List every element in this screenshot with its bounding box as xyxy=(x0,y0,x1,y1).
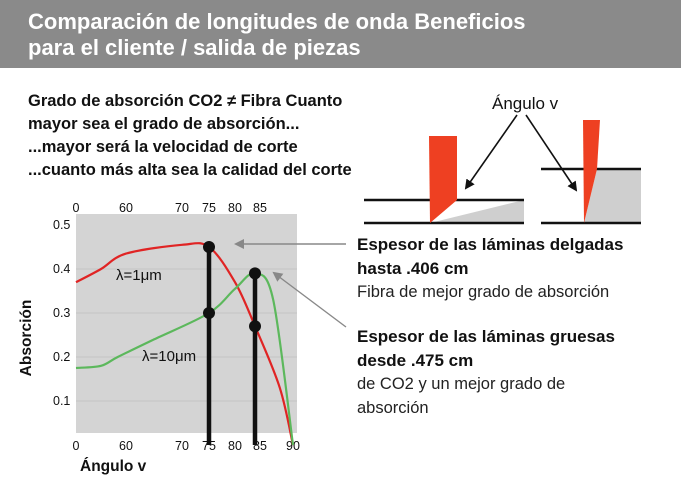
marker-dot xyxy=(249,320,261,333)
y-tick-label: 0.4 xyxy=(53,262,70,276)
thin-sheet-illustration xyxy=(364,136,524,225)
marker-dot xyxy=(203,307,215,319)
top-x-tick-label: 85 xyxy=(253,201,267,215)
bottom-axis-ticks: 0 60 70 75 80 85 90 xyxy=(73,439,300,453)
top-x-tick-label: 75 xyxy=(202,201,216,215)
thin-title-line2: hasta .406 cm xyxy=(357,259,469,278)
y-tick-label: 0.5 xyxy=(53,218,70,232)
thick-sheet-illustration xyxy=(541,120,641,225)
top-x-tick-label: 60 xyxy=(119,201,133,215)
top-x-tick-label: 80 xyxy=(228,201,242,215)
series-label-10um: λ=10μm xyxy=(142,348,196,365)
angle-arrow-thin xyxy=(464,114,518,190)
x-tick-label: 80 xyxy=(228,439,242,453)
laser-beam-thick xyxy=(583,120,600,223)
intro-line3: ...mayor será la velocidad de corte xyxy=(28,138,298,156)
thick-title-line2: desde .475 cm xyxy=(357,351,474,370)
laser-beam-thin xyxy=(429,136,457,223)
top-x-tick-label: 70 xyxy=(175,201,189,215)
series-line-10um xyxy=(75,272,295,446)
pointer-thick xyxy=(272,271,347,328)
thick-description-line2: absorción xyxy=(357,399,429,417)
thick-title-line1: Espesor de las láminas gruesas xyxy=(357,327,615,346)
y-tick-label: 0.1 xyxy=(53,394,70,408)
marker-dot xyxy=(249,267,261,280)
page-title-line1: Comparación de longitudes de onda Benefi… xyxy=(28,9,526,34)
y-tick-label: 0.3 xyxy=(53,306,70,320)
top-axis-ticks: 0 60 70 75 80 85 xyxy=(73,201,267,215)
angle-label: Ángulo v xyxy=(492,94,559,113)
intro-line4: ...cuanto más alta sea la calidad del co… xyxy=(28,161,352,179)
x-tick-label: 60 xyxy=(119,439,133,453)
header-bar: Comparación de longitudes de onda Benefi… xyxy=(0,0,681,68)
marker-layer xyxy=(203,241,261,445)
series-label-1um: λ=1μm xyxy=(116,267,162,284)
top-x-tick-label: 0 xyxy=(73,201,80,215)
y-tick-label: 0.2 xyxy=(53,350,70,364)
thin-title-line1: Espesor de las láminas delgadas xyxy=(357,235,624,254)
y-axis-ticks: 0.5 0.4 0.3 0.2 0.1 xyxy=(53,218,70,408)
gridlines xyxy=(76,268,297,402)
x-tick-label: 70 xyxy=(175,439,189,453)
angle-arrow-thick xyxy=(525,114,578,192)
x-axis-label: Ángulo v xyxy=(80,458,147,475)
intro-line1: Grado de absorción CO2 ≠ Fibra Cuanto xyxy=(28,92,343,110)
x-tick-label: 90 xyxy=(286,439,300,453)
thin-description: Fibra de mejor grado de absorción xyxy=(357,283,610,301)
x-tick-label: 0 xyxy=(73,439,80,453)
page-title-line2: para el cliente / salida de piezas xyxy=(28,35,361,60)
y-axis-label: Absorción xyxy=(18,300,35,377)
thick-description-line1: de CO2 y un mejor grado de xyxy=(357,375,566,393)
intro-line2: mayor sea el grado de absorción... xyxy=(28,115,300,133)
x-tick-label: 75 xyxy=(202,439,216,453)
marker-dot xyxy=(203,241,215,253)
